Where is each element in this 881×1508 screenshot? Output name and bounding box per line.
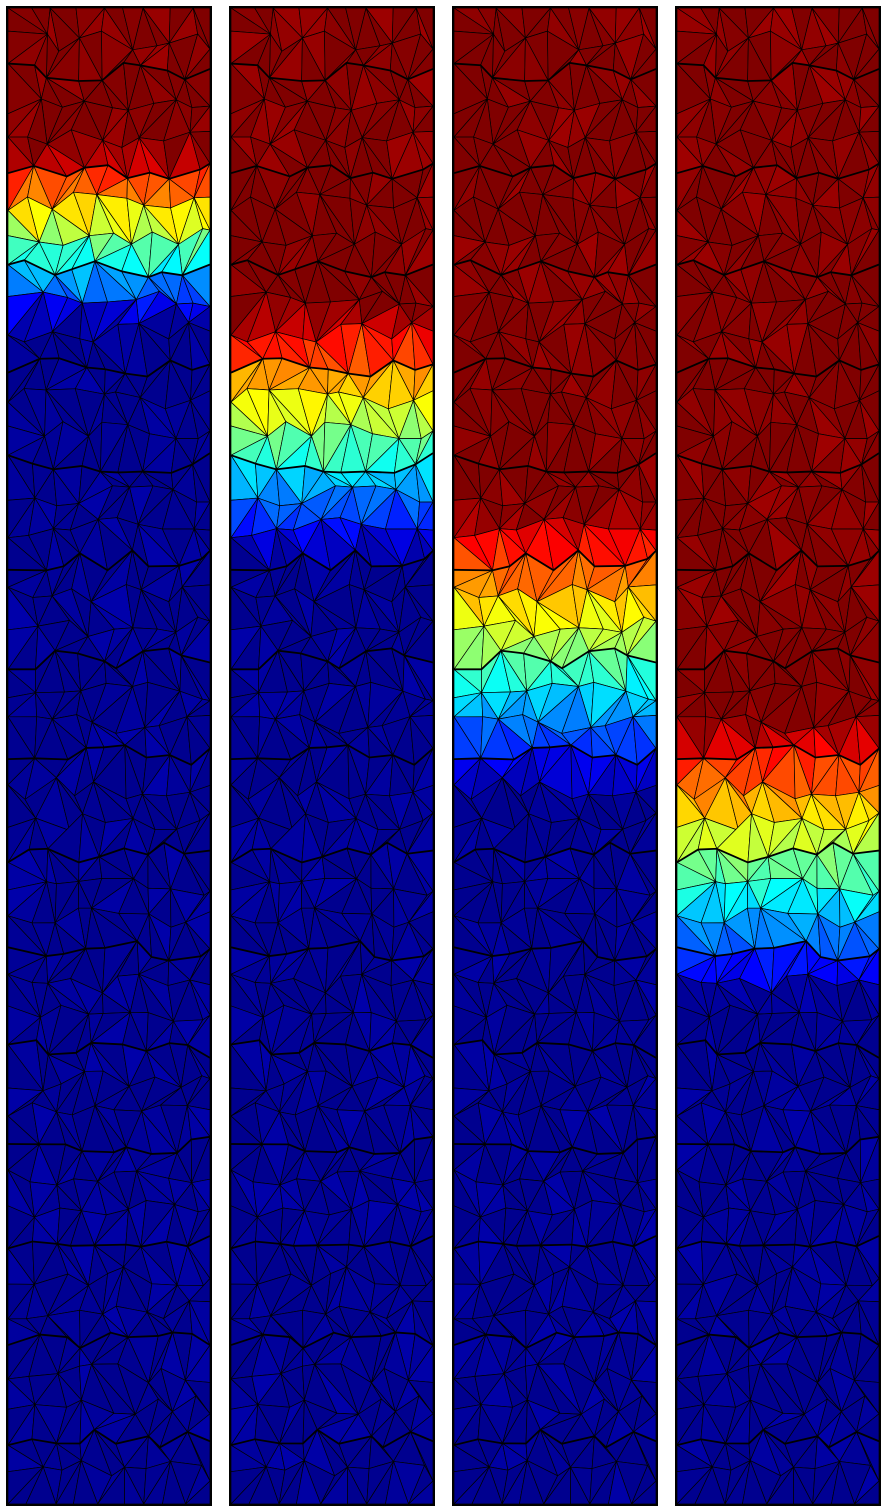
- mesh-contour-line: [454, 841, 656, 864]
- mesh-contour-line: [677, 1428, 879, 1449]
- mesh-triangle: [385, 1460, 409, 1504]
- mesh-contour-line: [231, 1039, 433, 1059]
- mesh-contour-line: [231, 162, 433, 180]
- mesh-contour-line: [677, 549, 879, 572]
- mesh-contour-line: [231, 647, 433, 671]
- mesh-contour-line: [8, 1428, 210, 1449]
- mesh-contour-line: [231, 357, 433, 378]
- mesh-contour-line: [677, 1039, 879, 1059]
- mesh-triangle: [185, 1480, 210, 1504]
- mesh-contour-line: [231, 452, 433, 474]
- mesh-contour-line: [8, 549, 210, 572]
- mesh-contour-line: [8, 452, 210, 474]
- mesh-plot-2: [231, 8, 433, 1504]
- mesh-contour-line: [231, 61, 433, 82]
- mesh-triangle: [471, 1465, 503, 1504]
- mesh-triangle: [347, 1467, 368, 1504]
- mesh-contour-line: [8, 940, 210, 962]
- panel-1: [6, 6, 212, 1506]
- mesh-triangle: [124, 1467, 145, 1504]
- panel-2: [229, 6, 435, 1506]
- mesh-contour-line: [454, 1235, 656, 1250]
- mesh-contour-line: [8, 61, 210, 82]
- mesh-contour-line: [8, 841, 210, 864]
- mesh-contour-line: [677, 647, 879, 671]
- mesh-contour-line: [454, 1135, 656, 1155]
- mesh-triangle: [570, 1467, 591, 1504]
- mesh-triangle: [631, 1480, 656, 1504]
- mesh-contour-line: [677, 744, 879, 766]
- mesh-contour-line: [454, 549, 656, 572]
- mesh-triangle: [162, 1460, 186, 1504]
- mesh-contour-line: [231, 549, 433, 572]
- mesh-plot-3: [454, 8, 656, 1504]
- mesh-triangle: [831, 1460, 855, 1504]
- mesh-contour-line: [677, 940, 879, 962]
- mesh-plot-1: [8, 8, 210, 1504]
- mesh-contour-line: [677, 452, 879, 474]
- mesh-contour-line: [677, 61, 879, 82]
- mesh-contour-line: [8, 744, 210, 766]
- mesh-contour-line: [231, 259, 433, 279]
- mesh-triangle: [742, 1459, 768, 1504]
- mesh-triangle: [248, 1465, 280, 1504]
- mesh-contour-line: [8, 647, 210, 671]
- mesh-contour-line: [231, 1235, 433, 1250]
- mesh-contour-line: [454, 647, 656, 671]
- mesh-contour-line: [677, 1235, 879, 1250]
- mesh-contour-line: [8, 357, 210, 378]
- mesh-plot-4: [677, 8, 879, 1504]
- panel-4: [675, 6, 881, 1506]
- mesh-contour-line: [677, 841, 879, 864]
- mesh-triangle: [793, 1467, 814, 1504]
- mesh-triangle: [854, 1480, 879, 1504]
- mesh-contour-line: [231, 841, 433, 864]
- mesh-contour-line: [8, 1331, 210, 1350]
- mesh-contour-line: [454, 1331, 656, 1350]
- mesh-contour-line: [8, 162, 210, 180]
- mesh-contour-line: [231, 1135, 433, 1155]
- mesh-contour-line: [8, 259, 210, 279]
- mesh-contour-line: [231, 1331, 433, 1350]
- mesh-contour-line: [231, 940, 433, 962]
- mesh-contour-line: [231, 744, 433, 766]
- mesh-contour-line: [454, 452, 656, 474]
- panel-3: [452, 6, 658, 1506]
- mesh-contour-line: [677, 357, 879, 378]
- mesh-contour-line: [8, 1135, 210, 1155]
- mesh-contour-line: [454, 1039, 656, 1059]
- mesh-contour-line: [454, 61, 656, 82]
- mesh-contour-line: [454, 940, 656, 962]
- mesh-triangle: [25, 1465, 57, 1504]
- mesh-triangle: [608, 1460, 632, 1504]
- mesh-triangle: [694, 1465, 726, 1504]
- mesh-triangle: [73, 1459, 99, 1504]
- mesh-contour-line: [454, 162, 656, 180]
- mesh-contour-line: [677, 259, 879, 279]
- mesh-contour-line: [677, 1331, 879, 1350]
- mesh-contour-line: [8, 1235, 210, 1250]
- mesh-contour-line: [677, 1135, 879, 1155]
- mesh-contour-line: [454, 259, 656, 279]
- mesh-triangle: [519, 1459, 545, 1504]
- mesh-triangle: [296, 1459, 322, 1504]
- mesh-contour-line: [8, 1039, 210, 1059]
- mesh-contour-line: [454, 1428, 656, 1449]
- mesh-contour-line: [454, 744, 656, 766]
- mesh-contour-line: [231, 1428, 433, 1449]
- mesh-contour-line: [677, 162, 879, 180]
- mesh-triangle: [408, 1480, 433, 1504]
- mesh-contour-line: [454, 357, 656, 378]
